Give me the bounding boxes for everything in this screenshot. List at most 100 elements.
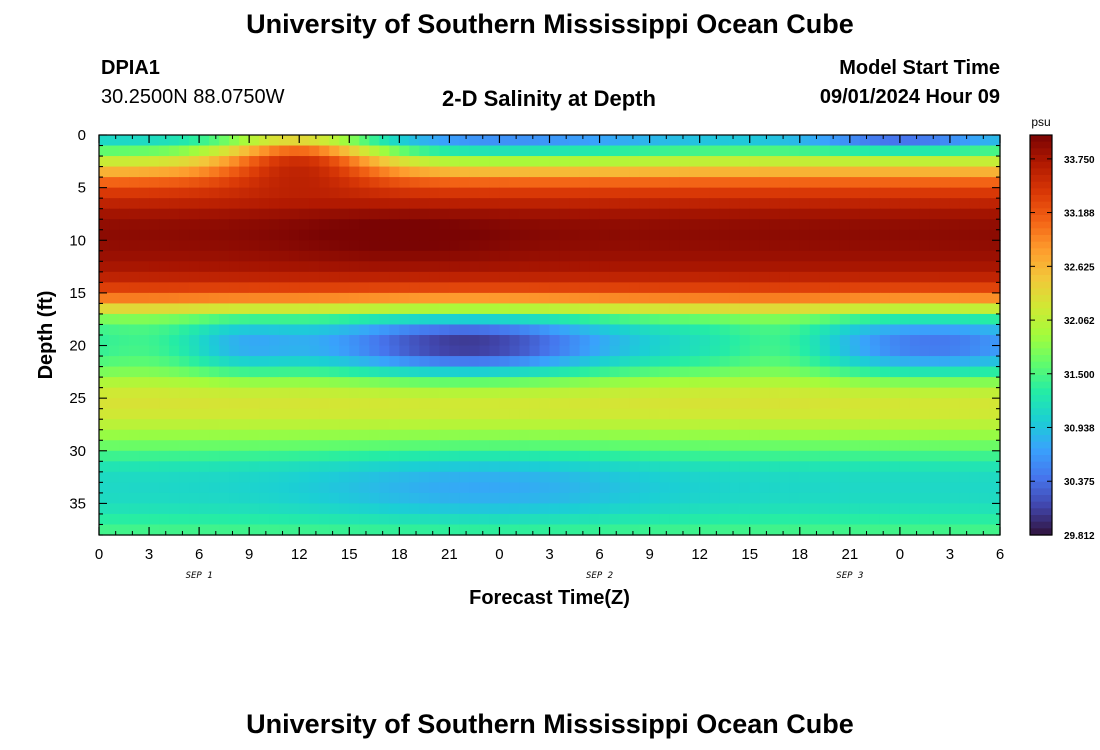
heatmap-cell — [919, 135, 931, 147]
heatmap-cell — [519, 482, 531, 494]
heatmap-cell — [769, 166, 781, 178]
heatmap-cell — [699, 187, 711, 199]
heatmap-cell — [959, 345, 971, 357]
heatmap-cell — [189, 450, 200, 462]
heatmap-cell — [959, 408, 971, 420]
heatmap-cell — [179, 208, 190, 220]
heatmap-cell — [279, 503, 290, 515]
heatmap-cell — [749, 492, 761, 505]
heatmap-cell — [359, 524, 370, 536]
heatmap-cell — [169, 482, 180, 494]
heatmap-cell — [189, 503, 200, 515]
heatmap-cell — [799, 524, 811, 536]
heatmap-cell — [359, 471, 370, 483]
heatmap-cell — [949, 313, 961, 326]
heatmap-cell — [459, 408, 471, 420]
heatmap-cell — [309, 335, 320, 347]
heatmap-cell — [599, 240, 611, 252]
heatmap-cell — [689, 187, 701, 199]
heatmap-cell — [339, 461, 350, 473]
heatmap-cell — [919, 387, 931, 399]
colorbar-segment — [1030, 421, 1052, 429]
heatmap-cell — [769, 208, 781, 220]
heatmap-cell — [849, 240, 861, 252]
heatmap-cell — [709, 503, 721, 515]
heatmap-cell — [899, 250, 911, 262]
heatmap-cell — [349, 219, 360, 231]
heatmap-cell — [139, 261, 150, 273]
heatmap-cell — [879, 513, 891, 526]
colorbar-segment — [1030, 295, 1052, 303]
heatmap-cell — [299, 377, 310, 389]
heatmap-cell — [369, 471, 380, 483]
heatmap-cell — [709, 524, 721, 536]
heatmap-cell — [139, 377, 150, 389]
heatmap-cell — [399, 303, 410, 315]
heatmap-cell — [819, 345, 831, 357]
heatmap-cell — [279, 208, 290, 220]
heatmap-cell — [789, 503, 801, 515]
heatmap-cell — [779, 324, 791, 336]
heatmap-cell — [839, 482, 851, 494]
heatmap-cell — [599, 145, 611, 157]
heatmap-cell — [439, 345, 450, 357]
heatmap-cell — [899, 271, 911, 283]
heatmap-cell — [689, 261, 701, 273]
heatmap-cell — [879, 440, 891, 452]
heatmap-cell — [929, 492, 941, 505]
heatmap-cell — [979, 335, 991, 347]
colorbar-segment — [1030, 288, 1052, 296]
heatmap-cell — [259, 240, 270, 252]
heatmap-cell — [939, 187, 951, 199]
heatmap-cell — [859, 366, 871, 378]
heatmap-cell — [679, 492, 691, 505]
heatmap-cell — [759, 208, 771, 220]
heatmap-cell — [99, 366, 110, 378]
heatmap-cell — [619, 450, 631, 462]
heatmap-cell — [759, 271, 771, 283]
heatmap-cell — [749, 356, 761, 368]
heatmap-cell — [139, 240, 150, 252]
heatmap-cell — [629, 356, 641, 368]
colorbar-segment — [1030, 341, 1052, 349]
heatmap-cell — [899, 187, 911, 199]
heatmap-cell — [279, 408, 290, 420]
heatmap-cell — [889, 187, 901, 199]
heatmap-cell — [309, 471, 320, 483]
heatmap-cell — [549, 177, 561, 189]
heatmap-cell — [389, 261, 400, 273]
heatmap-cell — [809, 335, 821, 347]
colorbar-segment — [1030, 201, 1052, 209]
heatmap-cell — [859, 177, 871, 189]
heatmap-cell — [529, 503, 541, 515]
heatmap-cell — [949, 219, 961, 231]
heatmap-cell — [409, 471, 420, 483]
heatmap-cell — [599, 524, 611, 536]
heatmap-cell — [739, 387, 751, 399]
heatmap-cell — [589, 166, 601, 178]
heatmap-cell — [879, 282, 891, 294]
heatmap-cell — [579, 145, 591, 157]
heatmap-cell — [589, 450, 601, 462]
heatmap-cell — [99, 492, 110, 505]
heatmap-cell — [99, 503, 110, 515]
heatmap-cell — [109, 135, 120, 147]
heatmap-cell — [159, 145, 170, 157]
heatmap-cell — [749, 313, 761, 326]
heatmap-cell — [759, 313, 771, 326]
heatmap-cell — [279, 461, 290, 473]
heatmap-cell — [439, 377, 450, 389]
heatmap-cell — [509, 345, 521, 357]
heatmap-cell — [859, 419, 871, 431]
heatmap-cell — [99, 261, 110, 273]
heatmap-cell — [189, 240, 200, 252]
heatmap-cell — [939, 503, 951, 515]
heatmap-cell — [789, 324, 801, 336]
heatmap-cell — [709, 398, 721, 410]
heatmap-cell — [329, 135, 340, 147]
heatmap-cell — [739, 440, 751, 452]
heatmap-cell — [679, 429, 691, 441]
heatmap-cell — [539, 492, 551, 505]
heatmap-cell — [939, 177, 951, 189]
heatmap-cell — [749, 482, 761, 494]
